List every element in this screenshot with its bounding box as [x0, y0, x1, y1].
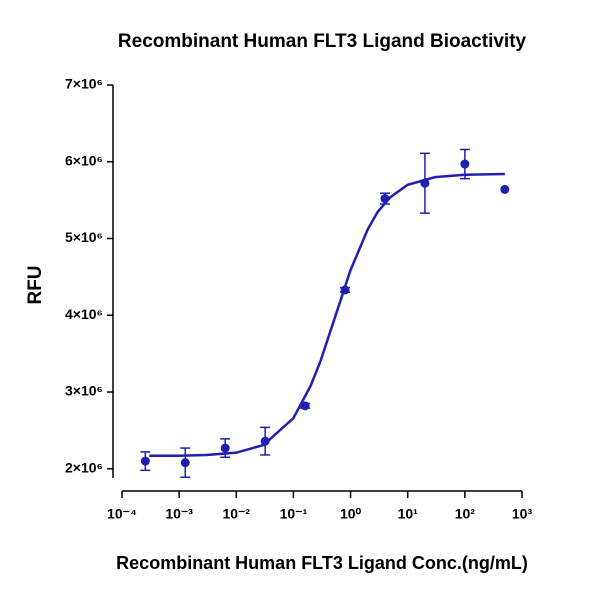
data-point	[380, 194, 390, 204]
x-tick-label: 10⁻²	[222, 506, 250, 522]
data-point	[420, 178, 430, 188]
data-point	[260, 436, 270, 446]
x-tick-label: 10²	[455, 506, 476, 522]
x-tick-label: 10⁰	[340, 506, 362, 522]
x-tick-label: 10¹	[398, 506, 419, 522]
chart-title: Recombinant Human FLT3 Ligand Bioactivit…	[118, 31, 527, 52]
x-tick-label: 10⁻⁴	[107, 506, 137, 522]
fit-curve	[149, 172, 505, 457]
data-point	[460, 159, 470, 169]
data-point	[340, 285, 350, 295]
data-point	[300, 401, 310, 411]
y-tick-label: 7×10⁶	[65, 76, 103, 92]
y-axis-label: RFU	[25, 265, 46, 304]
data-point	[180, 458, 190, 468]
data-point	[220, 443, 230, 453]
y-tick-label: 5×10⁶	[65, 229, 103, 245]
x-axis-label: Recombinant Human FLT3 Ligand Conc.(ng/m…	[116, 553, 528, 573]
data-point	[500, 184, 510, 194]
y-tick-label: 4×10⁶	[65, 306, 103, 322]
y-tick-label: 2×10⁶	[65, 459, 103, 475]
x-tick-label: 10⁻³	[165, 506, 193, 522]
x-tick-label: 10⁻¹	[280, 506, 308, 522]
y-tick-label: 6×10⁶	[65, 152, 103, 168]
x-tick-label: 10³	[512, 506, 533, 522]
y-tick-label: 3×10⁶	[65, 383, 103, 399]
data-point	[140, 456, 150, 466]
